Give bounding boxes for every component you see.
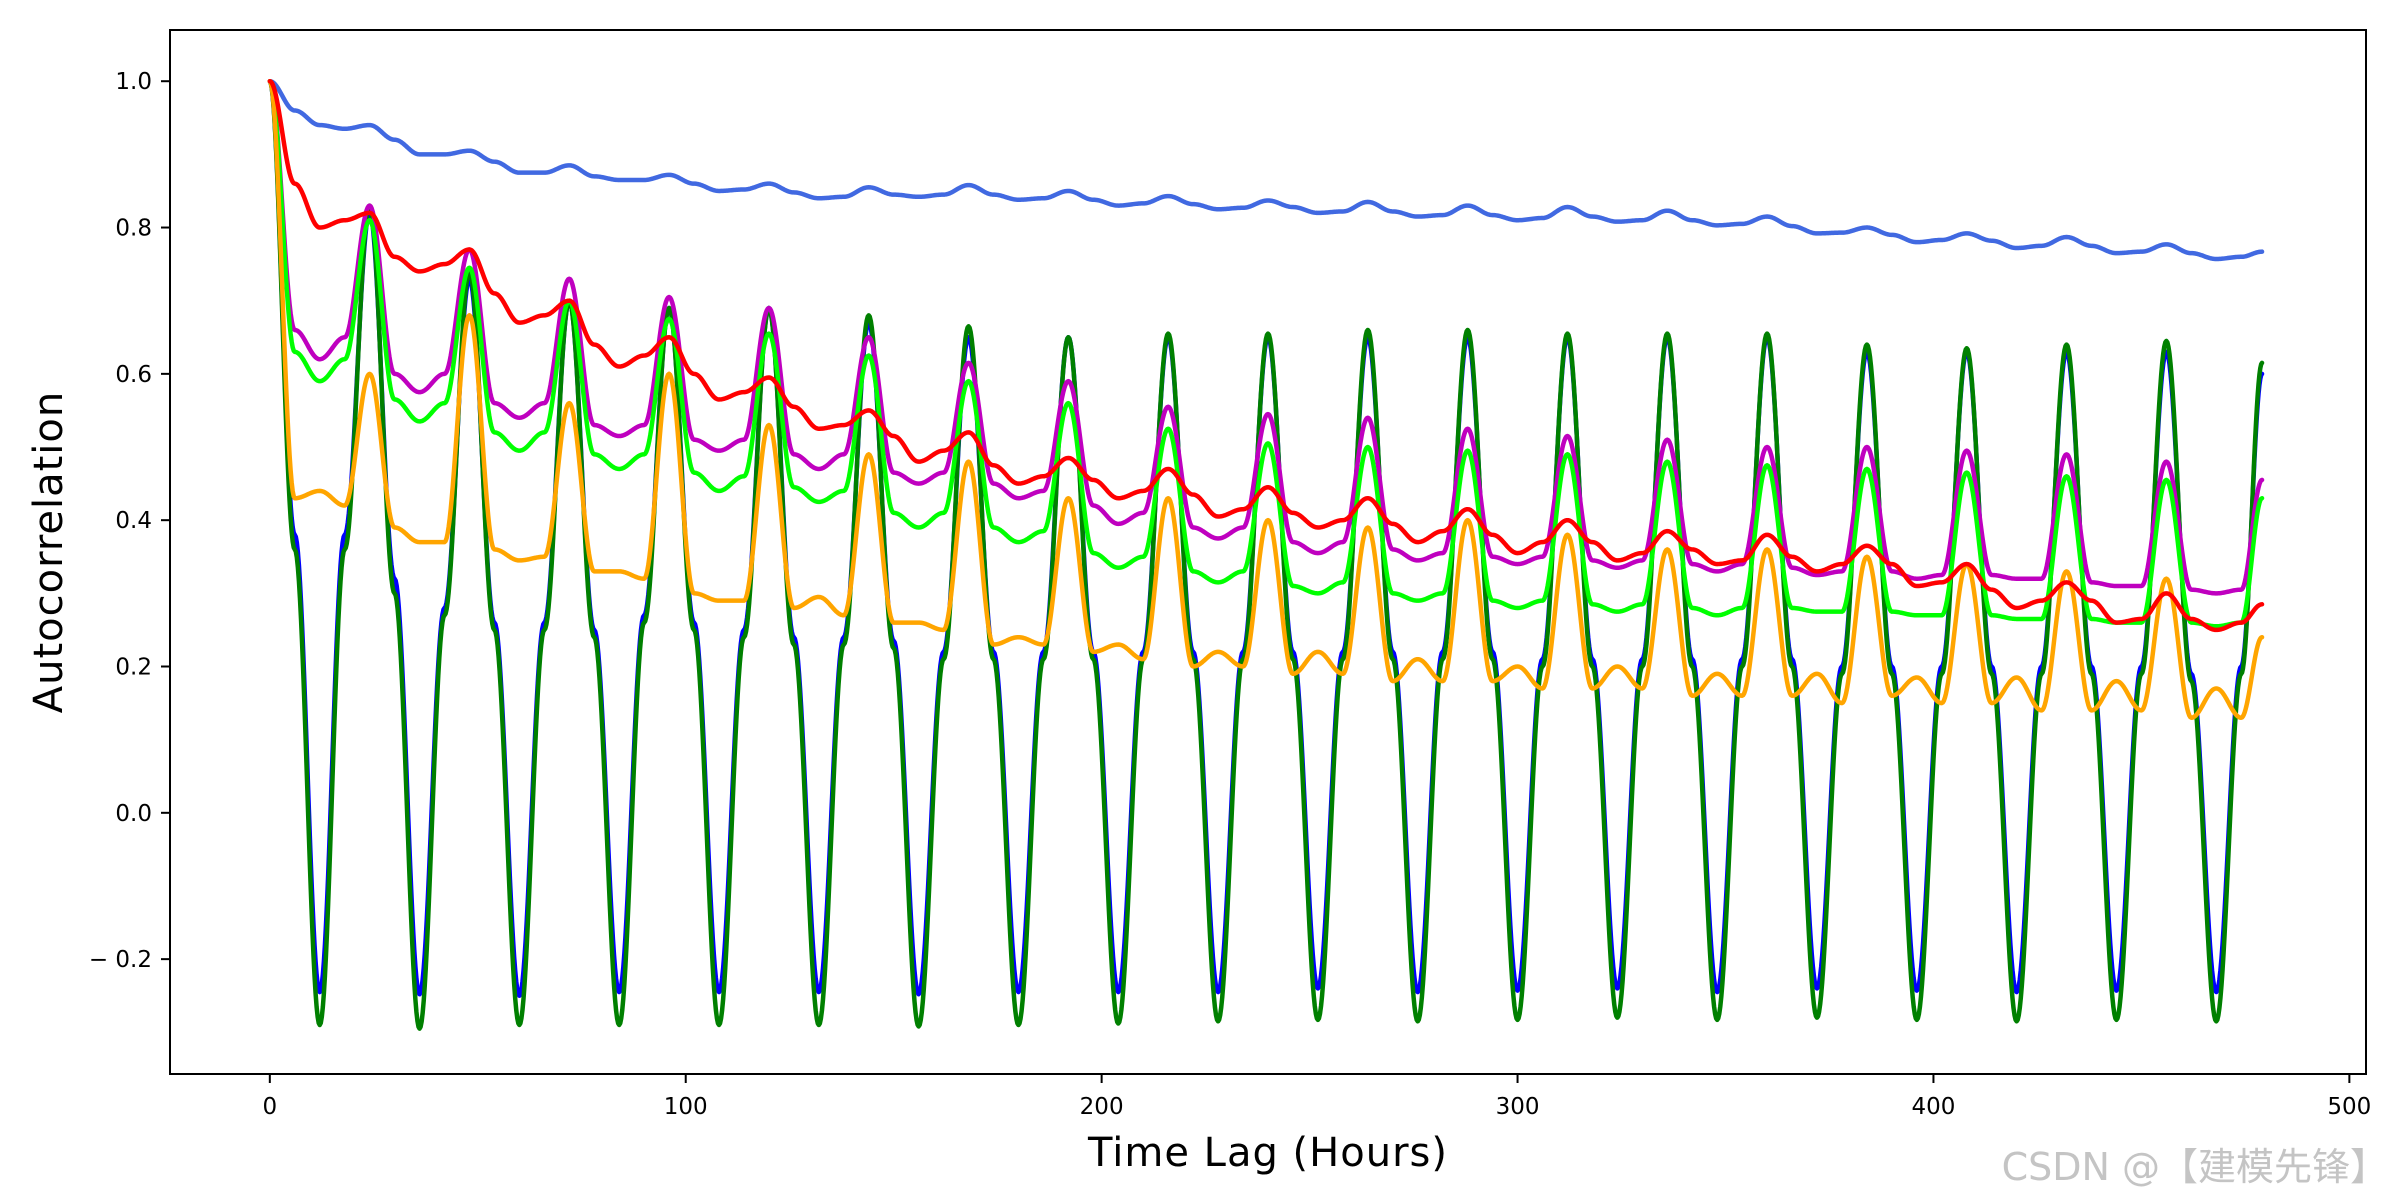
x-tick-label: 200 [1080,1094,1124,1120]
series-line-4 [267,78,2265,596]
y-axis-title: Autocorrelation [26,391,72,714]
series-line-7 [267,78,2265,633]
y-axis-ticks: − 0.2 0.0 0.2 0.4 0.6 0.8 1.0 [89,69,170,973]
x-tick-label: 300 [1496,1094,1540,1120]
x-tick-label: 100 [664,1094,708,1120]
y-tick-label: 0.2 [115,654,152,680]
watermark-text: CSDN @【建模先锋】 [2002,1145,2388,1189]
x-tick-label: 0 [262,1094,277,1120]
y-tick-label: − 0.2 [89,947,152,973]
plot-frame [169,29,2367,1075]
x-axis-ticks: 0 100 200 300 400 500 [262,1074,2371,1120]
series-line-1 [267,78,2265,262]
y-tick-label: 0.0 [115,801,152,827]
series-layer [267,78,2265,1031]
y-tick-label: 0.4 [115,508,152,534]
x-tick-label: 400 [1912,1094,1956,1120]
series-line-6 [267,78,2265,720]
y-tick-label: 0.8 [115,216,152,242]
x-tick-label: 500 [2327,1094,2371,1120]
series-line-5 [267,78,2265,629]
x-axis-title: Time Lag (Hours) [1087,1130,1448,1176]
y-tick-label: 1.0 [115,69,152,95]
y-tick-label: 0.6 [115,362,152,388]
series-line-3 [267,78,2265,1031]
